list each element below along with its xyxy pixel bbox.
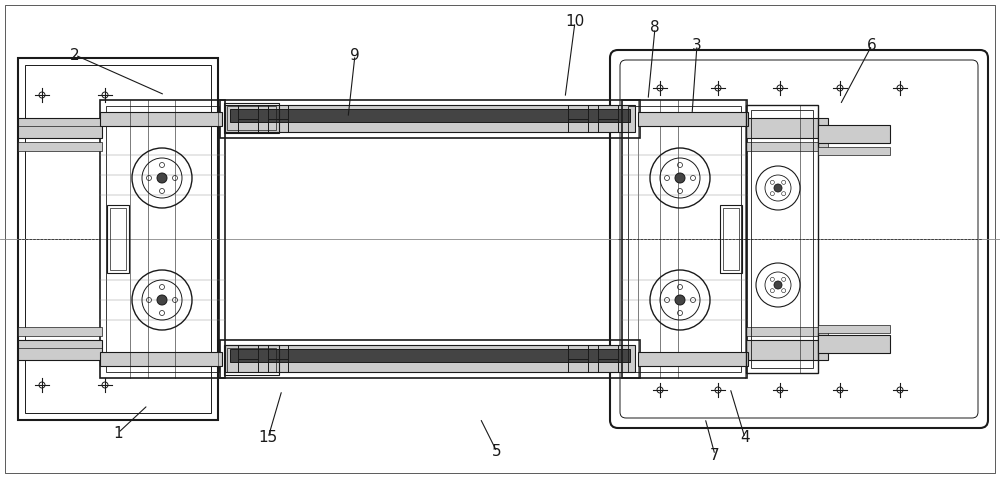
- Bar: [268, 105, 288, 132]
- Text: 15: 15: [258, 431, 278, 445]
- Bar: [225, 345, 635, 372]
- Bar: [224, 345, 279, 375]
- Bar: [746, 340, 828, 360]
- Bar: [720, 205, 742, 273]
- Bar: [238, 105, 258, 132]
- Bar: [638, 352, 748, 366]
- Bar: [18, 340, 102, 360]
- Bar: [238, 345, 258, 372]
- Bar: [746, 118, 828, 138]
- Bar: [751, 110, 813, 368]
- Bar: [628, 106, 741, 372]
- Text: 10: 10: [565, 14, 585, 29]
- Bar: [818, 147, 890, 155]
- Text: 3: 3: [692, 37, 702, 52]
- Circle shape: [157, 173, 167, 183]
- Bar: [568, 345, 588, 372]
- Bar: [268, 345, 288, 372]
- Bar: [723, 208, 739, 270]
- Bar: [18, 142, 102, 151]
- Bar: [25, 65, 211, 413]
- Bar: [568, 105, 588, 132]
- Bar: [220, 340, 640, 378]
- Bar: [598, 345, 618, 372]
- Circle shape: [675, 295, 685, 305]
- Circle shape: [675, 173, 685, 183]
- Bar: [638, 112, 748, 126]
- Bar: [227, 106, 276, 130]
- Bar: [18, 327, 102, 336]
- Bar: [818, 335, 890, 353]
- Text: 7: 7: [710, 447, 720, 463]
- Text: 1: 1: [113, 425, 123, 441]
- Text: 9: 9: [350, 48, 360, 62]
- Text: 2: 2: [70, 48, 80, 62]
- Text: 8: 8: [650, 21, 660, 36]
- Bar: [100, 100, 225, 378]
- Bar: [100, 352, 222, 366]
- Bar: [746, 105, 818, 373]
- Bar: [598, 105, 618, 132]
- Bar: [818, 325, 890, 333]
- Bar: [100, 112, 222, 126]
- Text: 4: 4: [740, 431, 750, 445]
- Bar: [225, 105, 635, 132]
- Bar: [224, 103, 279, 133]
- Bar: [818, 125, 890, 143]
- Text: 5: 5: [492, 444, 502, 459]
- Bar: [18, 118, 102, 138]
- Bar: [622, 100, 747, 378]
- Bar: [18, 58, 218, 420]
- Bar: [230, 109, 630, 122]
- Bar: [106, 106, 219, 372]
- Bar: [220, 100, 640, 138]
- Bar: [746, 142, 828, 151]
- Bar: [746, 327, 828, 336]
- Circle shape: [774, 281, 782, 289]
- Bar: [230, 349, 630, 362]
- Circle shape: [774, 184, 782, 192]
- Text: 6: 6: [867, 37, 877, 52]
- Bar: [110, 208, 126, 270]
- Bar: [227, 348, 276, 372]
- Circle shape: [157, 295, 167, 305]
- Bar: [107, 205, 129, 273]
